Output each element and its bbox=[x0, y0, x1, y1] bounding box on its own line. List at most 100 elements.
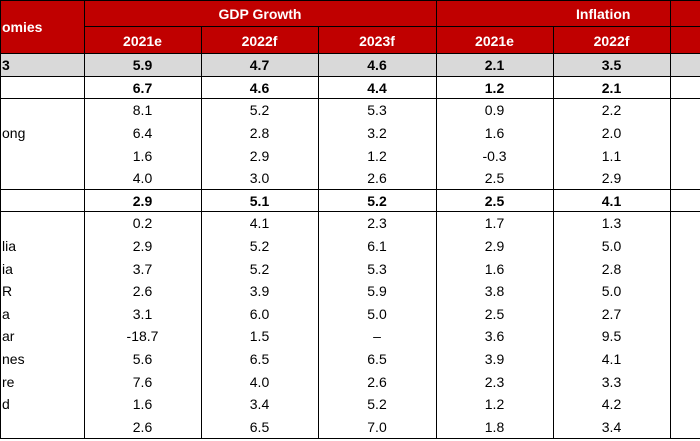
cell: 2022f bbox=[553, 27, 670, 54]
cell: ar bbox=[2, 328, 15, 345]
cell: 4.1 bbox=[601, 192, 622, 209]
cell: R bbox=[2, 283, 13, 300]
cell: nes bbox=[2, 350, 25, 367]
cell: 2021e bbox=[436, 27, 553, 54]
rule bbox=[436, 0, 437, 438]
cell: 2.9 bbox=[249, 147, 270, 164]
cell: 2.3 bbox=[367, 215, 387, 232]
cell: 1.6 bbox=[484, 125, 505, 142]
cell: 1.1 bbox=[601, 147, 622, 164]
rule bbox=[0, 53, 700, 54]
rule bbox=[0, 0, 1, 438]
cell: 5.6 bbox=[132, 350, 153, 367]
rule bbox=[670, 0, 671, 438]
cell: 5.2 bbox=[249, 237, 270, 254]
rule bbox=[0, 98, 700, 100]
rule bbox=[318, 27, 319, 438]
cell: 2.6 bbox=[132, 283, 153, 300]
cell: 5.3 bbox=[367, 102, 387, 119]
cell: 3.2 bbox=[367, 125, 387, 142]
cell: 1.2 bbox=[484, 396, 505, 413]
cell: 5.3 bbox=[367, 260, 387, 277]
rule bbox=[0, 75, 700, 77]
cell: 0.9 bbox=[484, 102, 505, 119]
cell: GDP Growth bbox=[84, 0, 436, 27]
cell: 4.7 bbox=[249, 57, 270, 74]
cell: 1.6 bbox=[132, 396, 153, 413]
cell: 3.9 bbox=[249, 283, 270, 300]
cell: 2.5 bbox=[484, 192, 505, 209]
cell: omies bbox=[0, 0, 84, 54]
cell: 1.6 bbox=[132, 147, 153, 164]
cell: 2.6 bbox=[367, 373, 387, 390]
cell: lia bbox=[2, 237, 17, 254]
cell: 2.1 bbox=[601, 79, 622, 96]
cell: 2.8 bbox=[249, 125, 270, 142]
cell: 5.1 bbox=[249, 192, 270, 209]
cell: 5.2 bbox=[367, 396, 387, 413]
cell: 2.5 bbox=[484, 305, 505, 322]
cell: 4.0 bbox=[132, 170, 153, 187]
cell: 6.4 bbox=[132, 125, 153, 142]
cell: 2.9 bbox=[132, 237, 153, 254]
rule bbox=[0, 188, 700, 190]
cell-bg bbox=[0, 54, 700, 77]
cell: 7.0 bbox=[367, 418, 387, 435]
cell: 3.0 bbox=[249, 170, 270, 187]
cell: 2.8 bbox=[601, 260, 622, 277]
rule bbox=[84, 26, 700, 27]
cell: 5.2 bbox=[249, 102, 270, 119]
cell: 2022f bbox=[201, 27, 318, 54]
cell: 5.0 bbox=[367, 305, 387, 322]
cell: 3.4 bbox=[249, 396, 270, 413]
cell: 7.6 bbox=[132, 373, 153, 390]
cell: 1.7 bbox=[484, 215, 505, 232]
rule bbox=[0, 211, 700, 213]
cell: 1.5 bbox=[249, 328, 270, 345]
cell: 6.5 bbox=[249, 418, 270, 435]
cell: 3.4 bbox=[601, 418, 622, 435]
cell: 2.2 bbox=[601, 102, 622, 119]
cell: 6.5 bbox=[249, 350, 270, 367]
cell: 2.7 bbox=[601, 305, 622, 322]
cell: -18.7 bbox=[126, 328, 159, 345]
cell: 2.9 bbox=[132, 192, 153, 209]
cell: ia bbox=[2, 260, 13, 277]
cell: 2023f bbox=[318, 27, 436, 54]
cell: 5.9 bbox=[367, 283, 387, 300]
cell: 4.0 bbox=[249, 373, 270, 390]
cell: 4.4 bbox=[367, 79, 387, 96]
cell: 4.6 bbox=[249, 79, 270, 96]
cell: 5.0 bbox=[601, 283, 622, 300]
cell: 5.2 bbox=[367, 192, 387, 209]
cell: 1.2 bbox=[484, 79, 505, 96]
cell: 4.2 bbox=[601, 396, 622, 413]
cell: 3 bbox=[2, 57, 10, 74]
cell: 1.2 bbox=[367, 147, 387, 164]
cell: -0.3 bbox=[482, 147, 507, 164]
cell: 2.6 bbox=[367, 170, 387, 187]
cell: 1.6 bbox=[484, 260, 505, 277]
cell: 2.5 bbox=[484, 170, 505, 187]
cell: 2.9 bbox=[484, 237, 505, 254]
cell: 3.7 bbox=[132, 260, 153, 277]
cell: 2.3 bbox=[484, 373, 505, 390]
cell: 5.0 bbox=[601, 237, 622, 254]
cell: 4.6 bbox=[367, 57, 387, 74]
rule bbox=[0, 0, 700, 1]
cell: 5.2 bbox=[249, 260, 270, 277]
cell: 3.5 bbox=[601, 57, 622, 74]
cell: 9.5 bbox=[601, 328, 622, 345]
cell: 2.9 bbox=[601, 170, 622, 187]
cell: 5.9 bbox=[132, 57, 153, 74]
cell: 3.8 bbox=[484, 283, 505, 300]
cell: 6.1 bbox=[367, 237, 387, 254]
cell: 3.6 bbox=[484, 328, 505, 345]
cell: 4.1 bbox=[601, 350, 622, 367]
cell: 3.9 bbox=[484, 350, 505, 367]
cell: 2021e bbox=[84, 27, 201, 54]
rule bbox=[553, 27, 554, 438]
rule bbox=[201, 27, 202, 438]
cell: – bbox=[373, 328, 381, 345]
